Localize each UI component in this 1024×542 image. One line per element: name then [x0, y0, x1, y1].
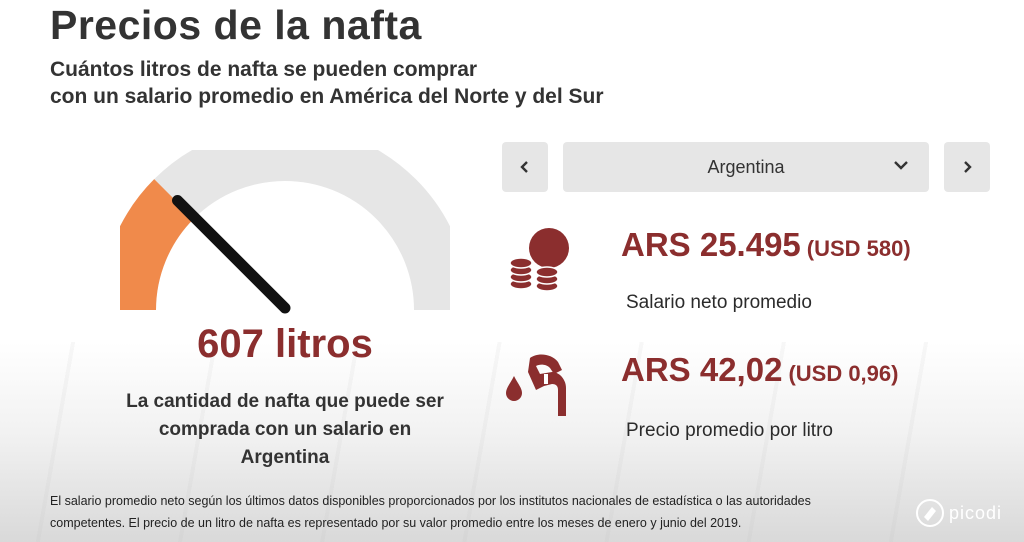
footnote-line-1: El salario promedio neto según los últim… [50, 494, 811, 508]
page-title: Precios de la nafta [50, 2, 422, 48]
gauge-value: 607 litros [197, 322, 373, 366]
chevron-down-icon [894, 161, 908, 170]
picodi-logo-icon [915, 499, 944, 527]
picodi-logo: picodi [915, 498, 1002, 528]
gauge-needle [172, 195, 291, 314]
subtitle-line-1: Cuántos litros de nafta se pueden compra… [50, 58, 478, 81]
footnote: El salario promedio neto según los últim… [50, 490, 890, 534]
picodi-logo-text: picodi [948, 502, 1002, 523]
salary-value: ARS 25.495 (USD 580) [621, 226, 911, 264]
background-photo [0, 342, 1024, 542]
price-value: ARS 42,02 (USD 0,96) [621, 351, 898, 389]
chevron-left-icon [520, 161, 528, 173]
salary-ars: ARS 25.495 [621, 226, 801, 263]
gauge [120, 150, 450, 314]
salary-label: Salario neto promedio [626, 292, 812, 313]
previous-country-button[interactable] [502, 142, 548, 192]
gauge-caption: La cantidad de nafta que puede ser compr… [70, 388, 500, 472]
page-subtitle: Cuántos litros de nafta se pueden compra… [50, 56, 750, 110]
chevron-right-icon [964, 161, 972, 173]
country-select[interactable]: Argentina [563, 142, 929, 192]
gauge-caption-line-1: La cantidad de nafta que puede ser [126, 391, 444, 412]
price-ars: ARS 42,02 [621, 351, 783, 388]
next-country-button[interactable] [944, 142, 990, 192]
salary-usd: (USD 580) [806, 236, 911, 261]
gauge-caption-line-3: Argentina [240, 447, 330, 468]
subtitle-line-2: con un salario promedio en América del N… [50, 85, 604, 108]
price-usd: (USD 0,96) [788, 361, 899, 386]
country-select-value: Argentina [707, 157, 785, 177]
gauge-caption-line-2: comprada con un salario en [158, 419, 412, 440]
footnote-line-2: competentes. El precio de un litro de na… [50, 516, 742, 530]
fuel-nozzle-icon [506, 354, 566, 416]
gauge-fill [120, 179, 195, 311]
price-label: Precio promedio por litro [626, 420, 833, 441]
coins-icon [509, 228, 569, 292]
